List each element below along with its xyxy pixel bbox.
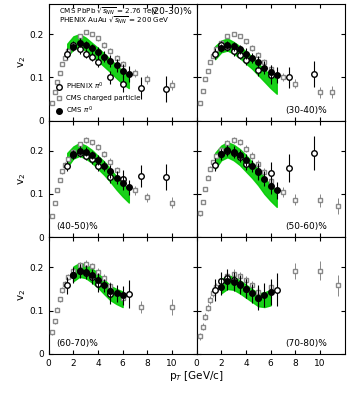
- Text: p$_{T}$ [GeV/c]: p$_{T}$ [GeV/c]: [169, 369, 224, 383]
- Legend: PHENIX $\pi^0$, CMS charged particle, CMS $\pi^0$: PHENIX $\pi^0$, CMS charged particle, CM…: [55, 80, 140, 116]
- Y-axis label: v$_2$: v$_2$: [16, 56, 28, 68]
- Text: (30-40)%: (30-40)%: [285, 106, 327, 115]
- Text: (20-30)%: (20-30)%: [150, 7, 192, 17]
- Text: CMS PbPb $\sqrt{s_{NN}}$ = 2.76 TeV: CMS PbPb $\sqrt{s_{NN}}$ = 2.76 TeV: [59, 5, 158, 17]
- Y-axis label: v$_2$: v$_2$: [16, 173, 28, 185]
- Text: (50-60)%: (50-60)%: [285, 222, 327, 231]
- Text: (70-80)%: (70-80)%: [285, 339, 327, 348]
- Text: (60-70)%: (60-70)%: [56, 339, 98, 348]
- Text: PHENIX AuAu $\sqrt{s_{NN}}$ = 200 GeV: PHENIX AuAu $\sqrt{s_{NN}}$ = 200 GeV: [59, 15, 169, 26]
- Text: (40-50)%: (40-50)%: [56, 222, 98, 231]
- Y-axis label: v$_2$: v$_2$: [16, 289, 28, 301]
